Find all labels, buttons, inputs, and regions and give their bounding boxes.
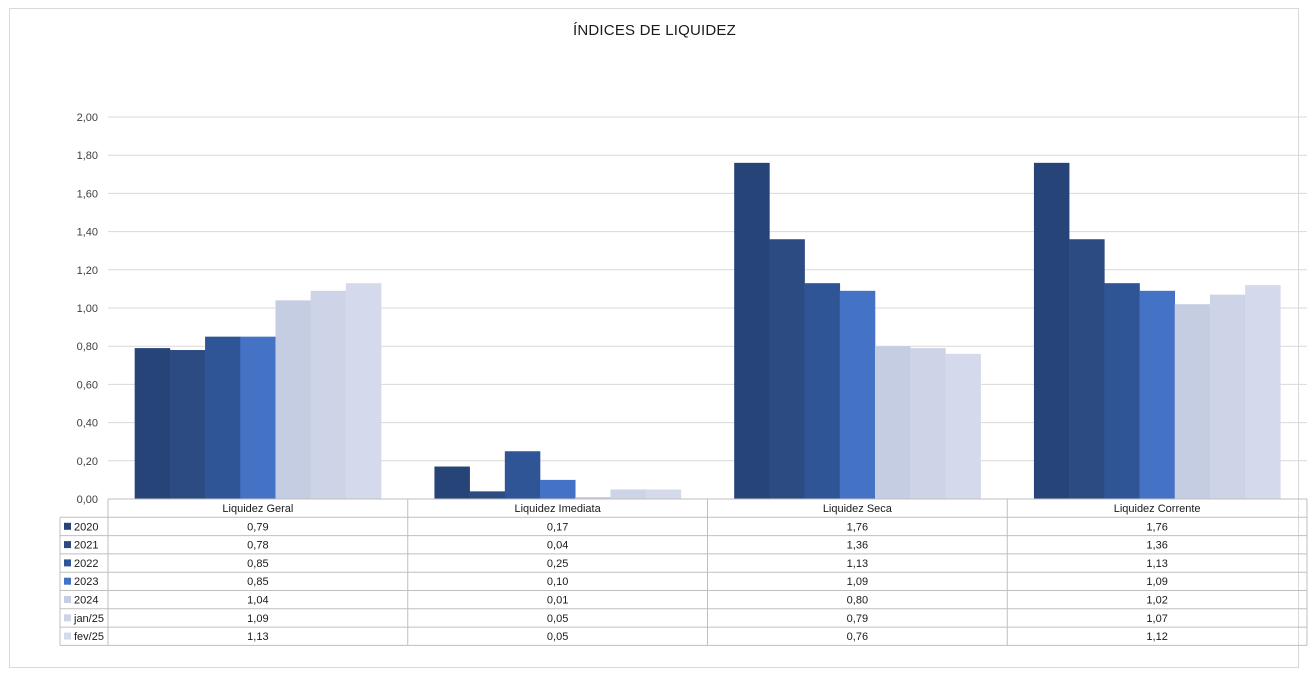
data-label: 1,36 (1146, 540, 1167, 552)
legend-label: 2020 (74, 521, 98, 533)
data-label: 1,04 (247, 595, 268, 607)
bar-2023-2 (839, 290, 876, 499)
bar-2022-1 (504, 451, 541, 499)
bar-jan-25-2 (910, 348, 946, 499)
y-tick-label: 0,00 (77, 494, 98, 506)
data-label: 0,05 (547, 631, 568, 643)
bar-2022-3 (1104, 283, 1140, 499)
category-label: Liquidez Seca (823, 503, 893, 515)
bar-2020-3 (1033, 162, 1070, 499)
y-tick-label: 2,00 (77, 112, 98, 124)
chart-title: ÍNDICES DE LIQUIDEZ (573, 22, 736, 39)
bar-fev-25-1 (645, 489, 682, 499)
data-label: 1,76 (1146, 521, 1167, 533)
data-label: 0,25 (547, 558, 568, 570)
bar-2020-2 (734, 162, 770, 499)
legend-key (64, 541, 71, 549)
bar-2024-3 (1174, 304, 1211, 499)
legend-key (64, 596, 71, 603)
category-label: Liquidez Imediata (515, 503, 602, 515)
bar-jan-25-3 (1209, 294, 1246, 499)
bar-2024-0 (275, 300, 311, 499)
data-label: 0,04 (547, 540, 568, 552)
legend-key (64, 614, 71, 622)
category-label: Liquidez Geral (222, 503, 293, 515)
data-label: 1,76 (847, 521, 868, 533)
bar-2021-0 (169, 350, 206, 499)
data-label: 0,17 (547, 521, 568, 533)
data-label: 0,80 (847, 595, 868, 607)
data-label: 1,36 (847, 540, 868, 552)
data-label: 0,85 (247, 576, 268, 588)
bar-2023-0 (240, 336, 276, 499)
data-label: 0,85 (247, 558, 268, 570)
bar-2021-1 (469, 491, 506, 499)
data-label: 0,01 (547, 595, 568, 607)
bar-2022-2 (804, 283, 841, 499)
y-tick-label: 1,00 (77, 303, 98, 315)
legend-label: jan/25 (73, 613, 104, 625)
bar-fev-25-0 (345, 283, 382, 499)
bar-jan-25-1 (610, 489, 646, 499)
data-label: 1,09 (847, 576, 868, 588)
data-label: 0,05 (547, 613, 568, 625)
bar-2020-1 (434, 466, 470, 499)
bar-2024-1 (575, 497, 611, 499)
data-label: 1,13 (1146, 558, 1167, 570)
legend-label: 2023 (74, 576, 98, 588)
bar-2023-1 (540, 479, 576, 499)
data-label: 1,12 (1146, 631, 1167, 643)
data-label: 0,79 (847, 613, 868, 625)
chart-frame (9, 8, 1299, 668)
y-tick-label: 1,20 (77, 265, 98, 277)
data-label: 1,07 (1146, 613, 1167, 625)
data-label: 1,09 (247, 613, 268, 625)
legend-label: 2024 (74, 595, 98, 607)
legend-label: 2021 (74, 540, 98, 552)
bar-2021-2 (769, 239, 805, 500)
y-tick-label: 1,60 (77, 188, 98, 200)
legend-key (64, 522, 71, 530)
legend-key (64, 559, 71, 567)
bar-2022-0 (205, 336, 241, 499)
y-tick-label: 0,60 (77, 379, 98, 391)
bar-2023-3 (1139, 290, 1176, 499)
legend-key (64, 632, 71, 640)
bar-fev-25-3 (1245, 285, 1281, 499)
bar-fev-25-2 (945, 353, 981, 499)
legend-key (64, 577, 71, 585)
legend-label: 2022 (74, 558, 98, 570)
data-label: 0,79 (247, 521, 268, 533)
bar-jan-25-0 (310, 290, 347, 499)
bar-2020-0 (134, 348, 171, 499)
data-label: 1,13 (247, 631, 268, 643)
y-tick-label: 0,40 (77, 418, 98, 430)
y-tick-label: 1,40 (77, 227, 98, 239)
bar-2024-2 (874, 346, 911, 499)
data-label: 1,13 (847, 558, 868, 570)
y-tick-label: 0,80 (77, 341, 98, 353)
data-label: 0,10 (547, 576, 568, 588)
data-label: 1,09 (1146, 576, 1167, 588)
y-tick-label: 1,80 (77, 150, 98, 162)
data-label: 1,02 (1146, 595, 1167, 607)
legend-label: fev/25 (74, 631, 104, 643)
data-label: 0,78 (247, 540, 268, 552)
category-label: Liquidez Corrente (1114, 503, 1201, 515)
y-tick-label: 0,20 (77, 456, 98, 468)
bar-2021-3 (1069, 239, 1105, 500)
data-label: 0,76 (847, 631, 868, 643)
